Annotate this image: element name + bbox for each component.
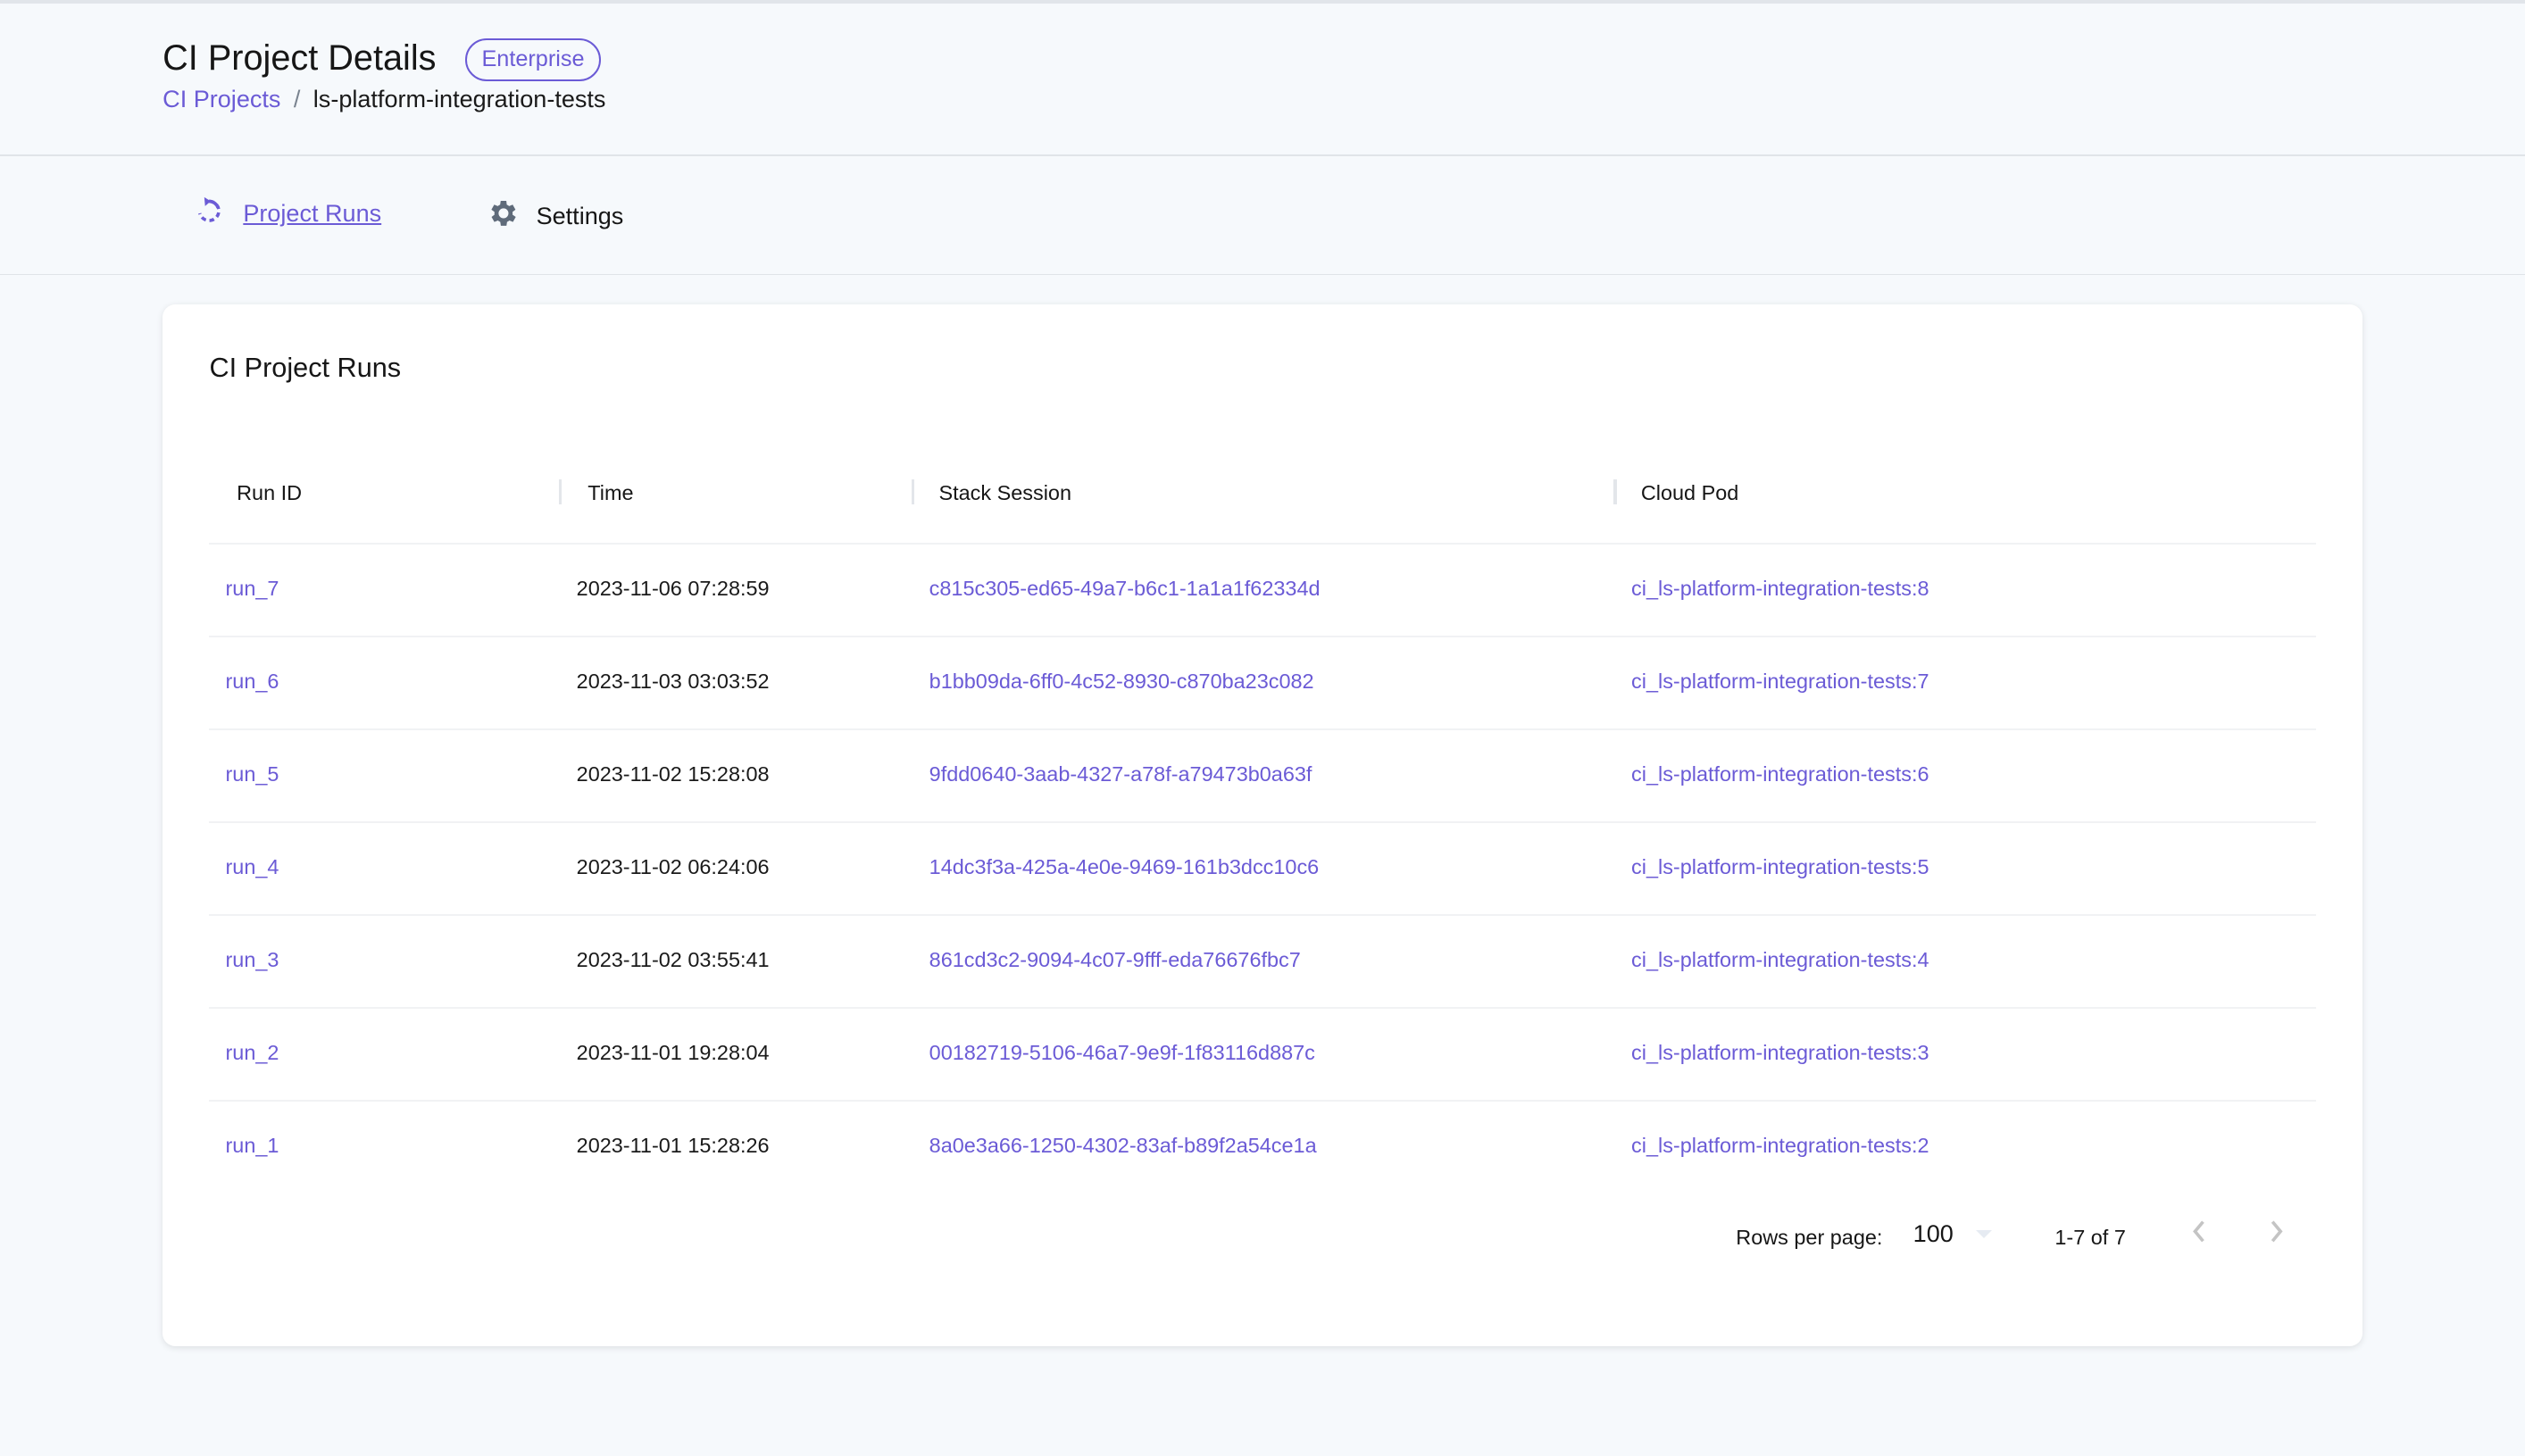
breadcrumb-separator: / [293,85,301,112]
stack-session-link[interactable]: 9fdd0640-3aab-4327-a78f-a79473b0a63f [929,761,1312,786]
tab-label: Settings [536,202,624,229]
stack-session-link[interactable]: 8a0e3a66-1250-4302-83af-b89f2a54ce1a [929,1134,1317,1158]
table-row[interactable]: run_7 2023-11-06 07:28:59 c815c305-ed65-49… [162,577,2362,609]
column-separator[interactable] [1613,479,1617,504]
breadcrumb-current: ls-platform-integration-tests [312,85,606,112]
stack-session-link[interactable]: 861cd3c2-9094-4c07-9fff-eda76676fbc7 [929,947,1301,971]
cloud-pod-link[interactable]: ci_ls-platform-integration-tests:6 [1631,761,1929,786]
column-separator[interactable] [911,479,915,504]
page-title: CI Project Details [162,38,437,79]
row-divider [209,728,2316,730]
breadcrumb-ci-projects-link[interactable]: CI Projects [162,85,281,112]
tab-label: Project Runs [243,200,382,228]
run-time: 2023-11-02 15:28:08 [576,761,770,786]
run-time: 2023-11-02 03:55:41 [576,947,770,971]
table-row[interactable]: run_2 2023-11-01 19:28:04 00182719-5106-46… [162,1041,2362,1073]
run-id-link[interactable]: run_1 [225,1134,279,1158]
table-row[interactable]: run_3 2023-11-02 03:55:41 861cd3c2-9094-4c… [162,948,2362,980]
history-icon [195,196,223,231]
rows-per-page-select[interactable]: 100 [1912,1220,1993,1248]
table-row[interactable]: run_5 2023-11-02 15:28:08 9fdd0640-3aab-43… [162,762,2362,795]
gear-icon [487,196,521,237]
row-divider [209,542,2316,545]
cloud-pod-link[interactable]: ci_ls-platform-integration-tests:5 [1631,854,1929,878]
prev-page-button[interactable] [2190,1219,2210,1250]
tab-settings[interactable]: Settings [487,196,624,237]
chevron-right-icon [2271,1220,2283,1243]
cloud-pod-link[interactable]: ci_ls-platform-integration-tests:4 [1631,947,1929,971]
rows-per-page-label: Rows per page: [1736,1225,1883,1249]
stack-session-link[interactable]: 14dc3f3a-425a-4e0e-9469-161b3dcc10c6 [929,854,1320,878]
run-id-link[interactable]: run_5 [225,761,279,786]
cloud-pod-link[interactable]: ci_ls-platform-integration-tests:2 [1631,1134,1929,1158]
top-border [0,0,2525,4]
run-time: 2023-11-02 06:24:06 [576,854,770,878]
run-time: 2023-11-01 19:28:04 [576,1041,770,1065]
run-time: 2023-11-01 15:28:26 [576,1134,770,1158]
stack-session-link[interactable]: b1bb09da-6ff0-4c52-8930-c870ba23c082 [929,669,1314,693]
row-divider [209,821,2316,823]
table-row[interactable]: run_6 2023-11-03 03:03:52 b1bb09da-6ff0-4c… [162,670,2362,702]
column-header-stack-session[interactable]: Stack Session [938,481,1071,505]
run-time: 2023-11-03 03:03:52 [576,669,770,693]
next-page-button[interactable] [2266,1219,2286,1250]
table-row[interactable]: run_4 2023-11-02 06:24:06 14dc3f3a-425a-4e… [162,855,2362,887]
cloud-pod-link[interactable]: ci_ls-platform-integration-tests:8 [1631,576,1929,600]
column-header-cloud-pod[interactable]: Cloud Pod [1640,481,1739,505]
row-divider [209,635,2316,637]
project-runs-card: CI Project Runs Run ID Time Stack Sessio… [162,304,2362,1346]
rows-per-page-value: 100 [1912,1220,1954,1248]
enterprise-badge: Enterprise [465,38,601,81]
pagination-range: 1-7 of 7 [2054,1225,2126,1249]
table-row[interactable]: run_1 2023-11-01 15:28:26 8a0e3a66-1250-43… [162,1134,2362,1166]
stack-session-link[interactable]: c815c305-ed65-49a7-b6c1-1a1a1f62334d [929,576,1321,600]
column-separator[interactable] [558,479,562,504]
run-id-link[interactable]: run_6 [225,669,279,693]
cloud-pod-link[interactable]: ci_ls-platform-integration-tests:3 [1631,1041,1929,1065]
column-header-run-id[interactable]: Run ID [237,481,303,505]
row-divider [209,914,2316,916]
run-time: 2023-11-06 07:28:59 [576,576,770,600]
divider [0,273,2525,276]
run-id-link[interactable]: run_3 [225,947,279,971]
chevron-left-icon [2192,1220,2204,1243]
row-divider [209,1100,2316,1102]
run-id-link[interactable]: run_4 [225,854,279,878]
run-id-link[interactable]: run_7 [225,576,279,600]
tab-project-runs[interactable]: Project Runs [195,196,381,231]
column-header-time[interactable]: Time [588,481,634,505]
stack-session-link[interactable]: 00182719-5106-46a7-9e9f-1f83116d887c [929,1041,1315,1065]
cloud-pod-link[interactable]: ci_ls-platform-integration-tests:7 [1631,669,1929,693]
run-id-link[interactable]: run_2 [225,1041,279,1065]
breadcrumb: CI Projects / ls-platform-integration-test… [162,86,605,113]
divider [0,154,2525,156]
chevron-down-icon [1976,1230,1993,1239]
card-title: CI Project Runs [209,352,402,383]
row-divider [209,1007,2316,1009]
